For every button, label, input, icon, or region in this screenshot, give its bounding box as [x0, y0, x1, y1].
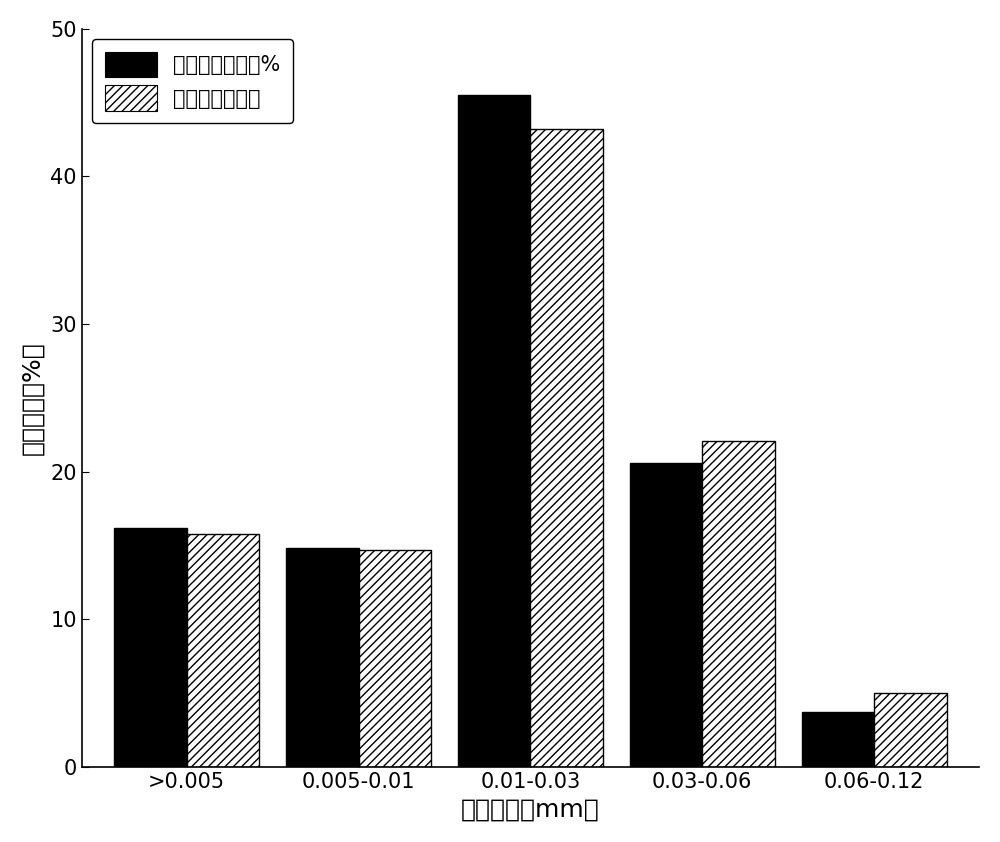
Bar [114, 528, 187, 767]
Bar [286, 548, 359, 767]
Bar [458, 95, 530, 767]
Bar [874, 693, 947, 767]
Bar [359, 550, 431, 767]
X-axis label: 粒度范围（mm）: 粒度范围（mm） [461, 797, 600, 821]
Bar [702, 440, 775, 767]
Bar [530, 129, 603, 767]
Bar [630, 463, 702, 767]
Y-axis label: 体积占比（%）: 体积占比（%） [21, 341, 45, 455]
Bar [187, 534, 259, 767]
Bar [802, 712, 874, 767]
Legend: 原状土体积占比%, 生物砖体积占比: 原状土体积占比%, 生物砖体积占比 [92, 40, 293, 124]
